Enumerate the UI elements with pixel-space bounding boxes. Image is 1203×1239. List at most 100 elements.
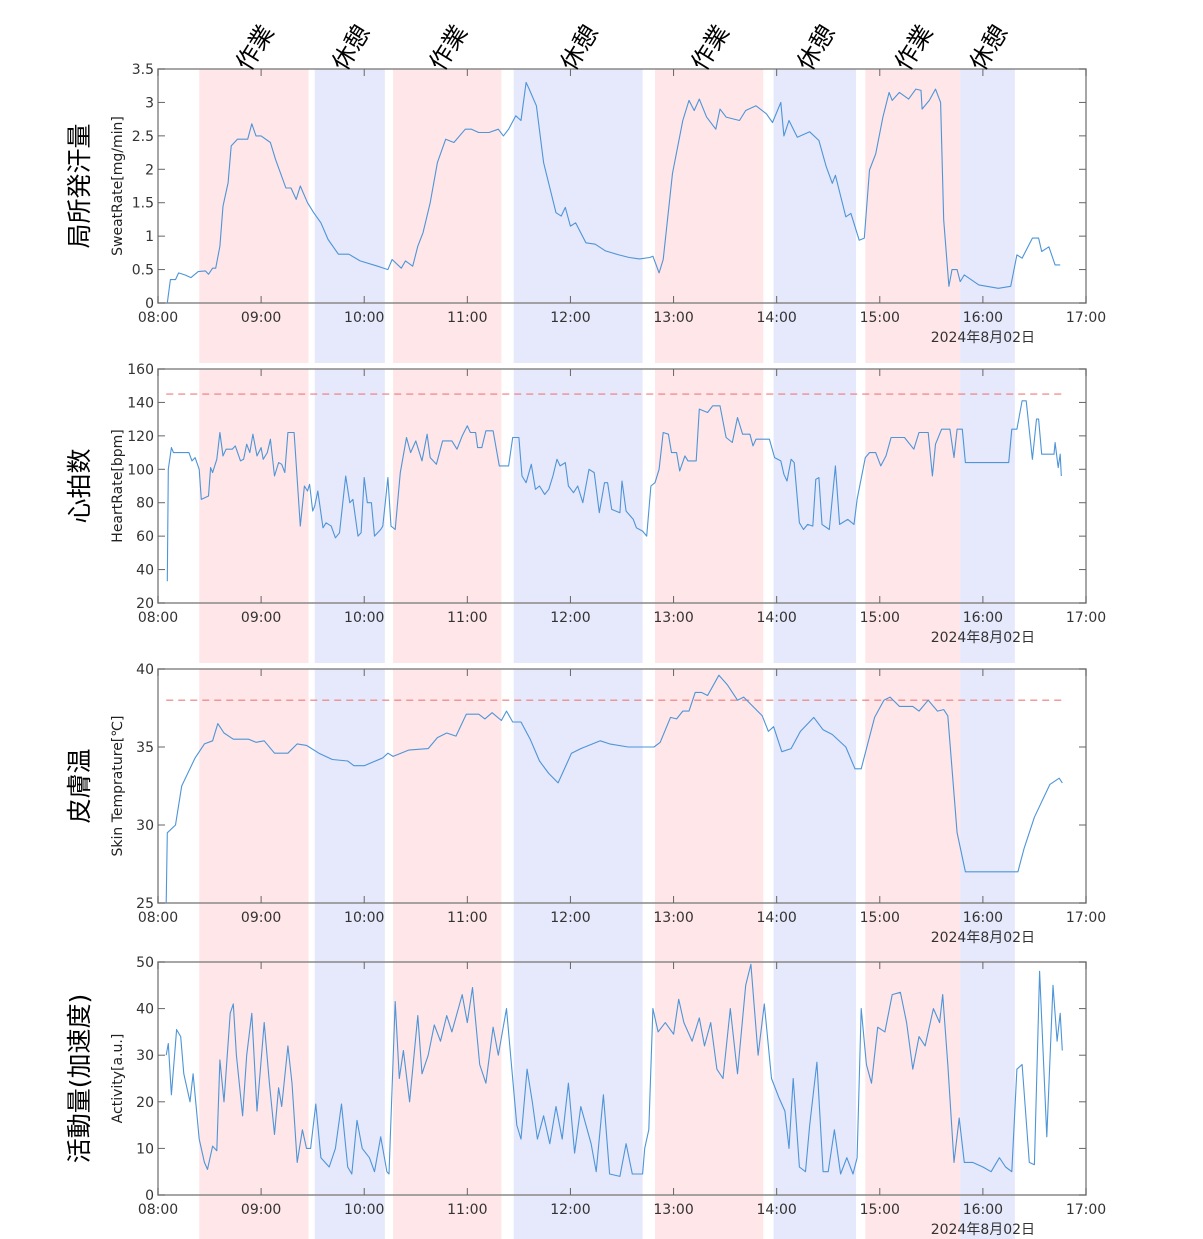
y-tick-label: 0.5 (132, 263, 154, 279)
y-tick-label: 120 (127, 429, 154, 445)
phase-band-work (654, 369, 764, 663)
x-tick-label: 17:00 (1066, 910, 1106, 926)
phase-label-rest: 休憩 (555, 20, 604, 76)
x-tick-label: 15:00 (860, 910, 900, 926)
x-tick-label: 14:00 (756, 310, 796, 326)
y-tick-label: 40 (136, 1002, 154, 1018)
phase-band-work (393, 962, 502, 1239)
phase-band-work (199, 669, 309, 963)
y-tick-label: 30 (136, 818, 154, 834)
x-tick-label: 10:00 (344, 1202, 384, 1218)
y-tick-label: 30 (136, 1048, 154, 1064)
panel-title: 局所発汗量 (65, 123, 94, 248)
y-tick-label: 60 (136, 529, 154, 545)
y-tick-label: 40 (136, 662, 154, 678)
x-tick-label: 16:00 (963, 1202, 1003, 1218)
phase-band-rest (513, 669, 643, 963)
x-tick-label: 08:00 (138, 910, 178, 926)
panel-title: 活動量(加速度) (65, 994, 94, 1164)
phase-band-work (199, 369, 309, 663)
y-tick-label: 50 (136, 955, 154, 971)
phase-band-work (865, 369, 961, 663)
x-tick-label: 12:00 (550, 910, 590, 926)
date-label: 2024年8月02日 (931, 930, 1035, 946)
phase-band-rest (513, 369, 643, 663)
phase-band-rest (513, 962, 643, 1239)
phase-label-rest: 休憩 (791, 20, 840, 76)
phase-band-rest (960, 69, 1015, 363)
phase-band-work (199, 69, 309, 363)
x-tick-label: 09:00 (241, 1202, 281, 1218)
phase-band-work (654, 69, 764, 363)
x-tick-label: 09:00 (241, 310, 281, 326)
phase-band-rest (960, 962, 1015, 1239)
phase-band-rest (513, 69, 643, 363)
x-tick-label: 08:00 (138, 1202, 178, 1218)
phase-label-work: 作業 (231, 20, 280, 76)
y-tick-label: 140 (127, 395, 154, 411)
phase-label-work: 作業 (889, 20, 938, 76)
x-tick-label: 12:00 (550, 310, 590, 326)
y-tick-label: 2 (145, 162, 154, 178)
y-tick-label: 80 (136, 496, 154, 512)
y-tick-label: 3.5 (132, 62, 154, 78)
x-tick-label: 10:00 (344, 610, 384, 626)
x-tick-label: 16:00 (963, 610, 1003, 626)
y-tick-label: 40 (136, 563, 154, 579)
phase-band-rest (960, 369, 1015, 663)
x-tick-label: 09:00 (241, 910, 281, 926)
x-tick-label: 10:00 (344, 910, 384, 926)
x-tick-label: 14:00 (756, 1202, 796, 1218)
phase-band-rest (773, 962, 857, 1239)
subplot-2: 08:00 09:00 10:00 11:00 12:00 13:00 14:00 15:00… (65, 362, 1106, 663)
phase-band-work (654, 962, 764, 1239)
x-tick-label: 11:00 (447, 610, 487, 626)
y-tick-label: 20 (136, 596, 154, 612)
phase-label-rest: 休憩 (964, 20, 1013, 76)
series-line (166, 400, 1062, 582)
phase-band-work (865, 69, 961, 363)
x-tick-label: 11:00 (447, 910, 487, 926)
panel-title: 心拍数 (65, 448, 94, 523)
phase-band-work (199, 962, 309, 1239)
phase-band-work (865, 962, 961, 1239)
y-tick-label: 25 (136, 896, 154, 912)
phase-band-rest (314, 669, 385, 963)
subplot-1: 08:00 09:00 10:00 11:00 12:00 13:00 14:00 15:00… (65, 62, 1106, 363)
x-tick-label: 13:00 (653, 910, 693, 926)
x-tick-label: 16:00 (963, 310, 1003, 326)
y-tick-label: 3 (145, 95, 154, 111)
x-tick-label: 12:00 (550, 610, 590, 626)
y-axis-label: Activity[a.u.] (110, 1034, 126, 1124)
axes-box (157, 668, 1087, 904)
x-tick-label: 14:00 (756, 610, 796, 626)
x-tick-label: 13:00 (653, 1202, 693, 1218)
x-tick-label: 09:00 (241, 610, 281, 626)
axes-box (157, 68, 1087, 304)
x-tick-label: 17:00 (1066, 610, 1106, 626)
phase-band-work (865, 669, 961, 963)
x-tick-label: 14:00 (756, 910, 796, 926)
x-tick-label: 13:00 (653, 310, 693, 326)
x-tick-label: 15:00 (860, 310, 900, 326)
phase-band-rest (773, 369, 857, 663)
y-axis-label: SweatRate[mg/min] (110, 116, 126, 256)
y-tick-label: 2.5 (132, 129, 154, 145)
x-tick-label: 08:00 (138, 310, 178, 326)
y-tick-label: 0 (145, 1188, 154, 1204)
y-tick-label: 0 (145, 296, 154, 312)
phase-band-rest (960, 669, 1015, 963)
phase-label-rest: 休憩 (326, 20, 375, 76)
subplot-4: 08:00 09:00 10:00 11:00 12:00 13:00 14:00 15:00… (65, 955, 1106, 1239)
phase-band-rest (773, 69, 857, 363)
x-tick-label: 11:00 (447, 1202, 487, 1218)
y-tick-label: 20 (136, 1095, 154, 1111)
x-tick-label: 11:00 (447, 310, 487, 326)
x-tick-label: 10:00 (344, 310, 384, 326)
series-line (166, 81, 1061, 304)
x-tick-label: 17:00 (1066, 1202, 1106, 1218)
phase-label-work: 作業 (424, 20, 473, 76)
date-label: 2024年8月02日 (931, 630, 1035, 646)
phase-label-work: 作業 (686, 20, 735, 76)
